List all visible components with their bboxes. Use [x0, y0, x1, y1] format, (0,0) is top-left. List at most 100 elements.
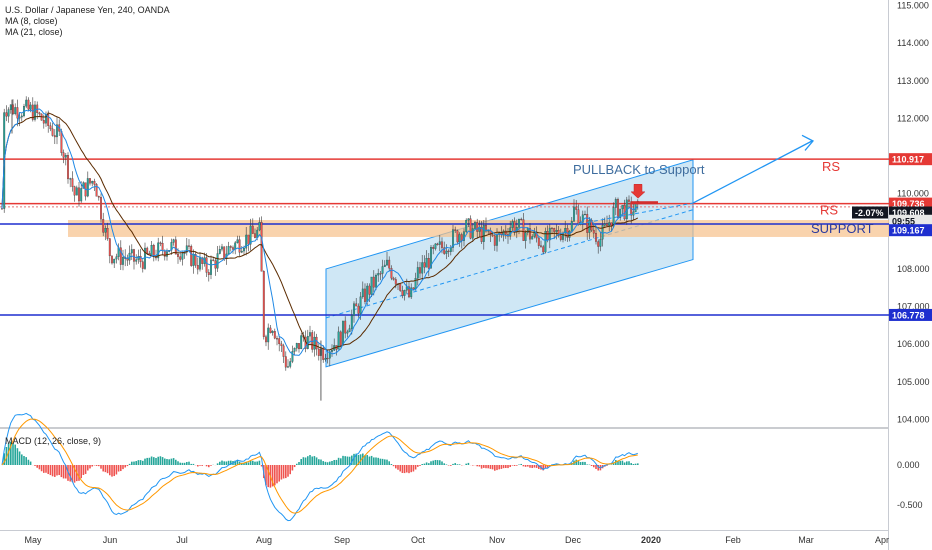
candle [432, 244, 435, 255]
candle-body [581, 214, 584, 223]
candle-body [181, 253, 184, 260]
macd-histogram-bar [3, 453, 5, 465]
candle [614, 197, 617, 216]
candle-body [108, 238, 111, 257]
macd-histogram-bar [505, 465, 507, 469]
macd-histogram-bar [137, 460, 140, 465]
macd-histogram-bar [423, 463, 426, 465]
x-tick-label: Aug [256, 535, 272, 545]
macd-histogram-bar [329, 461, 331, 465]
candle-body [364, 288, 366, 302]
macd-histogram-bar [445, 464, 448, 465]
candle-body [511, 221, 514, 228]
candle [141, 258, 144, 273]
candle-body [205, 257, 208, 273]
candle [214, 257, 217, 276]
candle [20, 112, 23, 122]
candle [480, 221, 483, 244]
candle [181, 251, 184, 266]
candle [537, 235, 540, 249]
candle [399, 283, 402, 292]
candle [9, 104, 12, 114]
candle-body [595, 233, 597, 242]
candle-body [540, 245, 542, 247]
candle-body [357, 305, 360, 314]
y-tick-label: 108.000 [897, 264, 930, 274]
macd-histogram-bar [586, 464, 588, 465]
macd-histogram-bar [304, 457, 307, 465]
macd-histogram-bar [516, 465, 518, 466]
candle-body [31, 104, 34, 120]
macd-histogram-bar [80, 465, 82, 479]
candle-body [245, 234, 248, 249]
candle [423, 255, 426, 274]
candle [183, 250, 186, 259]
candle-body [104, 228, 107, 233]
candle-body [348, 328, 351, 333]
macd-histogram-bar [454, 463, 456, 465]
candle-body [614, 199, 617, 208]
macd-histogram-bar [122, 465, 124, 470]
badge-current-price-text: 109.608 [892, 208, 925, 218]
candle [7, 107, 10, 123]
candle-body [177, 254, 179, 257]
macd-line [1, 412, 638, 522]
candle [108, 237, 111, 264]
candle [601, 218, 604, 247]
candle-body [361, 288, 364, 298]
candle [370, 276, 373, 298]
candle [416, 261, 419, 286]
macd-histogram-bar [100, 465, 102, 469]
candle [315, 333, 318, 356]
macd-histogram-bar [238, 461, 241, 465]
candle-body [170, 242, 173, 251]
candle [234, 241, 237, 255]
candle-body [157, 242, 160, 259]
candle [271, 330, 274, 336]
candle-body [27, 99, 30, 110]
candle [619, 208, 622, 221]
candle-body [537, 237, 540, 246]
candle-body [482, 225, 485, 242]
macd-histogram-bar [243, 463, 245, 465]
candle [447, 249, 450, 257]
macd-histogram-bar [192, 463, 195, 465]
candle-body [284, 356, 287, 368]
macd-histogram-bar [483, 465, 485, 468]
macd-histogram-bar [285, 465, 287, 479]
macd-histogram-bar [131, 461, 133, 465]
candle [47, 110, 50, 133]
macd-y-tick-label: 0.000 [897, 460, 920, 470]
macd-histogram-bar [432, 460, 434, 465]
macd-histogram-bar [478, 465, 481, 467]
macd-histogram-bar [584, 461, 586, 465]
legend-macd-label: MACD (12, 26, close, 9) [5, 436, 102, 446]
macd-histogram-bar [190, 463, 192, 465]
candle-body [100, 197, 102, 220]
candle [403, 289, 406, 301]
macd-histogram-bar [623, 462, 626, 465]
macd-histogram-bar [494, 465, 496, 471]
macd-histogram-bar [146, 457, 148, 465]
candle [273, 328, 276, 340]
candle [207, 269, 210, 282]
candle-body [249, 225, 252, 245]
macd-histogram-bar [265, 465, 267, 486]
macd-histogram-bar [346, 456, 349, 465]
candle [628, 195, 630, 209]
candle-body [47, 114, 50, 126]
candle [185, 237, 188, 256]
candle-body [612, 207, 615, 227]
candle-body [441, 241, 443, 248]
macd-histogram-bar [142, 460, 144, 465]
candle [49, 122, 52, 132]
candle [251, 218, 254, 234]
candle [260, 216, 263, 272]
candle [218, 245, 221, 255]
macd-histogram-bar [287, 465, 289, 477]
candle-body [555, 230, 558, 232]
candle-body [394, 279, 397, 285]
candle-body [29, 104, 32, 110]
candle-body [408, 286, 410, 298]
